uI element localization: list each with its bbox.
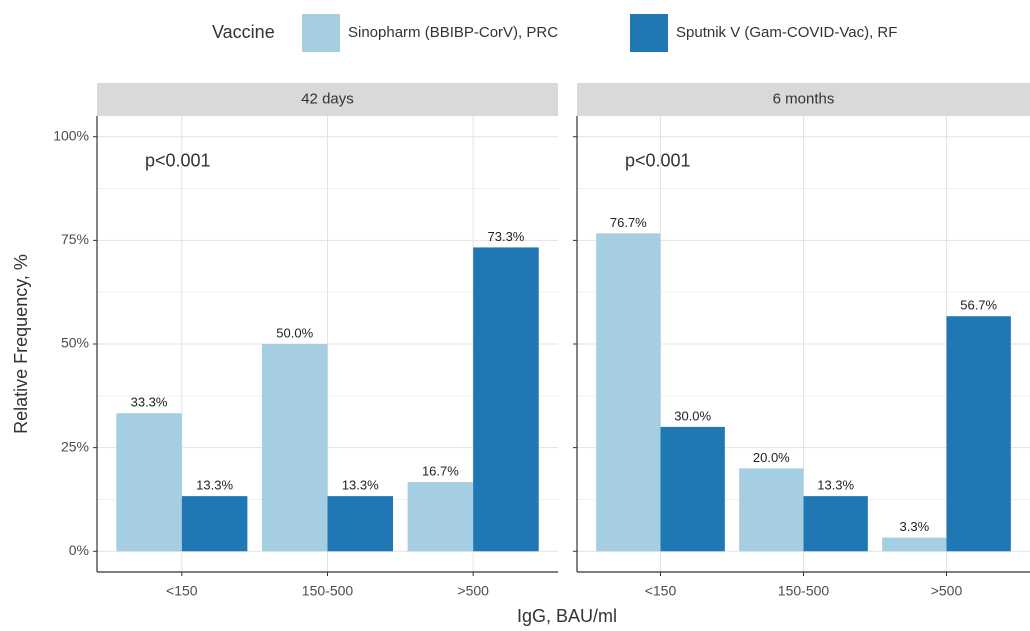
legend-label: Sinopharm (BBIBP-CorV), PRC: [348, 24, 558, 41]
bar: [327, 496, 394, 552]
value-label: 76.7%: [610, 215, 647, 230]
legend-key: [302, 14, 340, 52]
annotation: p<0.001: [145, 150, 211, 170]
bar: [116, 413, 182, 552]
value-label: 30.0%: [674, 408, 711, 423]
x-axis-label: IgG, BAU/ml: [517, 606, 617, 626]
x-tick-label: >500: [457, 583, 489, 599]
bar: [261, 344, 328, 552]
x-tick-label: >500: [931, 583, 963, 599]
y-axis-label: Relative Frequency, %: [11, 254, 31, 434]
value-label: 3.3%: [900, 519, 930, 534]
strip: [577, 83, 1030, 116]
value-label: 16.7%: [422, 463, 459, 478]
value-label: 13.3%: [196, 478, 233, 493]
value-label: 20.0%: [753, 450, 790, 465]
bar: [181, 496, 248, 552]
value-label: 13.3%: [342, 478, 379, 493]
bar: [660, 426, 725, 552]
bar: [803, 496, 868, 552]
value-label: 33.3%: [131, 395, 168, 410]
legend-key: [630, 14, 668, 52]
y-tick-label: 75%: [61, 231, 89, 247]
x-tick-label: <150: [645, 583, 677, 599]
value-label: 73.3%: [488, 229, 525, 244]
bar: [739, 468, 804, 552]
legend-label: Sputnik V (Gam-COVID-Vac), RF: [676, 24, 897, 41]
bar: [407, 482, 474, 552]
strip: [97, 83, 558, 116]
annotation: p<0.001: [625, 150, 691, 170]
value-label: 13.3%: [817, 478, 854, 493]
legend-title: Vaccine: [212, 22, 275, 42]
strip-label: 6 months: [773, 90, 835, 107]
x-tick-label: <150: [166, 583, 198, 599]
bar: [882, 537, 947, 552]
y-tick-label: 25%: [61, 438, 89, 454]
bar: [473, 247, 539, 552]
value-label: 56.7%: [960, 298, 997, 313]
strip-label: 42 days: [301, 90, 354, 107]
y-tick-label: 0%: [69, 542, 89, 558]
y-tick-label: 50%: [61, 335, 89, 351]
y-tick-label: 100%: [53, 127, 89, 143]
x-tick-label: 150-500: [778, 583, 830, 599]
bar: [946, 316, 1011, 552]
bar: [596, 233, 661, 552]
value-label: 50.0%: [276, 325, 313, 340]
x-tick-label: 150-500: [302, 583, 354, 599]
